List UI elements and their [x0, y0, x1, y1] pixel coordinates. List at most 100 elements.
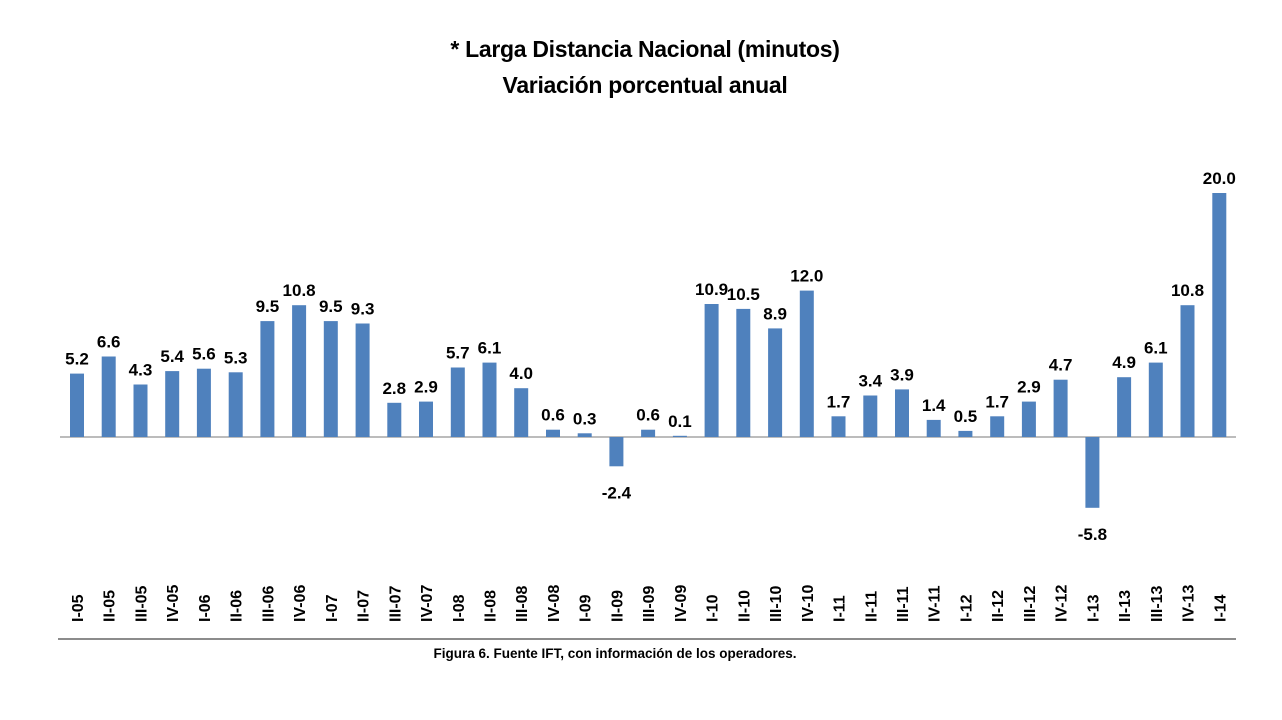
x-tick-label: II-05 — [102, 590, 119, 622]
bar-IV-12 — [1053, 379, 1068, 437]
x-tick-label: IV-08 — [546, 585, 563, 622]
bar-IV-13 — [1180, 305, 1195, 437]
x-tick-label: III-11 — [895, 586, 912, 622]
x-tick-label: II-11 — [863, 591, 880, 622]
x-tick-label: I-11 — [832, 595, 849, 622]
data-label-III-06: 9.5 — [256, 297, 280, 316]
bar-IV-08 — [546, 429, 560, 437]
data-label-III-09: 0.6 — [636, 406, 660, 425]
data-label-IV-05: 5.4 — [160, 347, 184, 366]
data-label-III-13: 6.1 — [1144, 339, 1168, 358]
data-label-IV-08: 0.6 — [541, 406, 565, 425]
bar-III-10 — [768, 328, 783, 437]
x-tick-label: IV-09 — [673, 585, 690, 622]
bar-II-13 — [1117, 377, 1132, 437]
data-label-IV-13: 10.8 — [1171, 281, 1204, 300]
data-label-IV-07: 2.9 — [414, 378, 438, 397]
x-tick-label: III-12 — [1022, 585, 1039, 622]
bar-III-12 — [1021, 401, 1036, 437]
x-tick-label: II-12 — [990, 590, 1007, 622]
x-tick-label: IV-10 — [800, 585, 817, 622]
data-label-III-11: 3.9 — [890, 365, 914, 384]
x-tick-label: III-07 — [387, 585, 404, 622]
data-label-II-06: 5.3 — [224, 348, 248, 367]
bar-II-08 — [482, 362, 497, 437]
bar-IV-07 — [419, 401, 433, 437]
bar-IV-09 — [672, 435, 687, 437]
data-label-I-07: 9.5 — [319, 297, 343, 316]
bar-III-11 — [895, 389, 909, 437]
data-label-III-07: 2.8 — [382, 379, 406, 398]
bar-III-05 — [133, 384, 148, 437]
data-label-II-13: 4.9 — [1112, 353, 1136, 372]
data-label-II-07: 9.3 — [351, 300, 375, 319]
x-tick-label: IV-11 — [927, 585, 944, 622]
data-label-IV-06: 10.8 — [283, 281, 316, 300]
x-tick-label: I-07 — [324, 594, 341, 622]
bar-II-09 — [609, 437, 624, 467]
x-tick-label: II-07 — [356, 590, 373, 622]
x-tick-label: II-09 — [609, 590, 626, 622]
x-tick-label: II-10 — [736, 590, 753, 622]
bar-I-12 — [958, 430, 973, 437]
x-tick-label: I-10 — [705, 594, 722, 622]
data-label-I-11: 1.7 — [827, 392, 851, 411]
bar-I-14 — [1212, 193, 1227, 437]
data-label-I-06: 5.6 — [192, 345, 216, 364]
x-tick-label: II-08 — [483, 590, 500, 622]
x-tick-label: III-10 — [768, 585, 785, 622]
data-label-II-05: 6.6 — [97, 333, 121, 352]
x-tick-label: I-08 — [451, 594, 468, 622]
data-label-I-05: 5.2 — [65, 350, 89, 369]
x-tick-label: I-06 — [197, 594, 214, 622]
x-tick-label: I-14 — [1212, 594, 1229, 622]
bar-IV-11 — [926, 419, 941, 437]
bar-II-10 — [736, 308, 751, 437]
x-tick-label: I-12 — [958, 594, 975, 622]
chart-title: * Larga Distancia Nacional (minutos) — [450, 36, 840, 62]
x-tick-label: III-05 — [134, 585, 151, 622]
x-tick-label: IV-07 — [419, 585, 436, 622]
data-label-II-08: 6.1 — [478, 339, 502, 358]
bar-II-11 — [863, 395, 878, 437]
bar-III-09 — [641, 429, 656, 437]
x-tick-label: III-09 — [641, 585, 658, 622]
x-tick-label: II-13 — [1117, 590, 1134, 622]
x-tick-label: III-08 — [514, 585, 531, 622]
bar-III-06 — [260, 321, 275, 437]
x-tick-label: I-09 — [578, 594, 595, 622]
x-tick-label: I-05 — [70, 594, 87, 622]
x-tick-label: III-06 — [260, 585, 277, 622]
bar-III-07 — [387, 402, 402, 437]
data-label-I-09: 0.3 — [573, 409, 597, 428]
data-label-III-12: 2.9 — [1017, 378, 1041, 397]
bar-III-08 — [514, 388, 529, 437]
data-label-II-09: -2.4 — [602, 483, 632, 502]
data-label-III-10: 8.9 — [763, 304, 787, 323]
bar-I-08 — [450, 367, 465, 437]
data-label-I-14: 20.0 — [1203, 169, 1236, 188]
data-label-IV-10: 12.0 — [790, 267, 823, 286]
data-label-II-10: 10.5 — [727, 285, 760, 304]
bar-I-13 — [1085, 437, 1100, 508]
data-label-IV-11: 1.4 — [922, 396, 946, 415]
data-label-I-12: 0.5 — [954, 407, 978, 426]
bar-I-09 — [577, 433, 592, 437]
x-tick-label: III-13 — [1149, 585, 1166, 622]
x-tick-label: II-06 — [229, 590, 246, 622]
chart-subtitle: Variación porcentual anual — [502, 72, 788, 98]
bar-II-07 — [355, 323, 370, 437]
x-tick-label: I-13 — [1085, 594, 1102, 622]
bar-II-12 — [990, 416, 1005, 437]
data-label-III-05: 4.3 — [129, 361, 153, 380]
bar-III-13 — [1148, 362, 1163, 437]
x-tick-label: IV-06 — [292, 585, 309, 622]
bar-IV-10 — [799, 290, 814, 437]
x-tick-label: IV-12 — [1054, 585, 1071, 622]
data-label-I-10: 10.9 — [695, 280, 728, 299]
bar-I-06 — [196, 368, 211, 437]
bar-IV-06 — [292, 305, 307, 437]
data-label-IV-12: 4.7 — [1049, 356, 1073, 375]
x-tick-label: IV-05 — [165, 585, 182, 622]
